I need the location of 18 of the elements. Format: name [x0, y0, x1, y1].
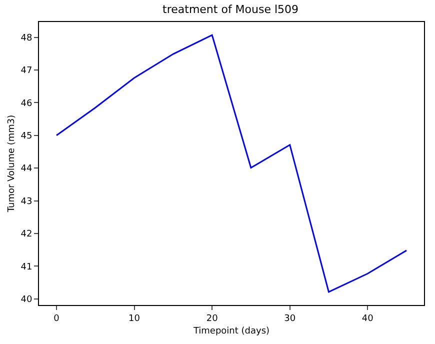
x-tick-label: 40 — [362, 314, 374, 324]
y-axis-title: Tumor Volume (mm3) — [7, 114, 18, 214]
y-tick-label: 41 — [20, 262, 32, 272]
x-tick-label: 0 — [54, 314, 60, 324]
x-tick-label: 20 — [206, 314, 218, 324]
y-tick-label: 43 — [20, 196, 32, 207]
line-series — [56, 34, 408, 293]
x-axis-title: Timepoint (days) — [192, 326, 270, 337]
y-tick-label: 44 — [20, 164, 32, 174]
x-tick-label: 30 — [284, 314, 296, 324]
x-tick-label: 10 — [128, 314, 140, 324]
y-tick-label: 42 — [20, 230, 32, 240]
y-tick-label: 48 — [20, 34, 32, 44]
y-tick-label: 45 — [20, 132, 32, 142]
chart-title: treatment of Mouse l509 — [162, 2, 299, 16]
y-tick-label: 46 — [20, 98, 32, 109]
y-tick-label: 47 — [20, 66, 32, 76]
y-tick-label: 40 — [20, 294, 32, 305]
